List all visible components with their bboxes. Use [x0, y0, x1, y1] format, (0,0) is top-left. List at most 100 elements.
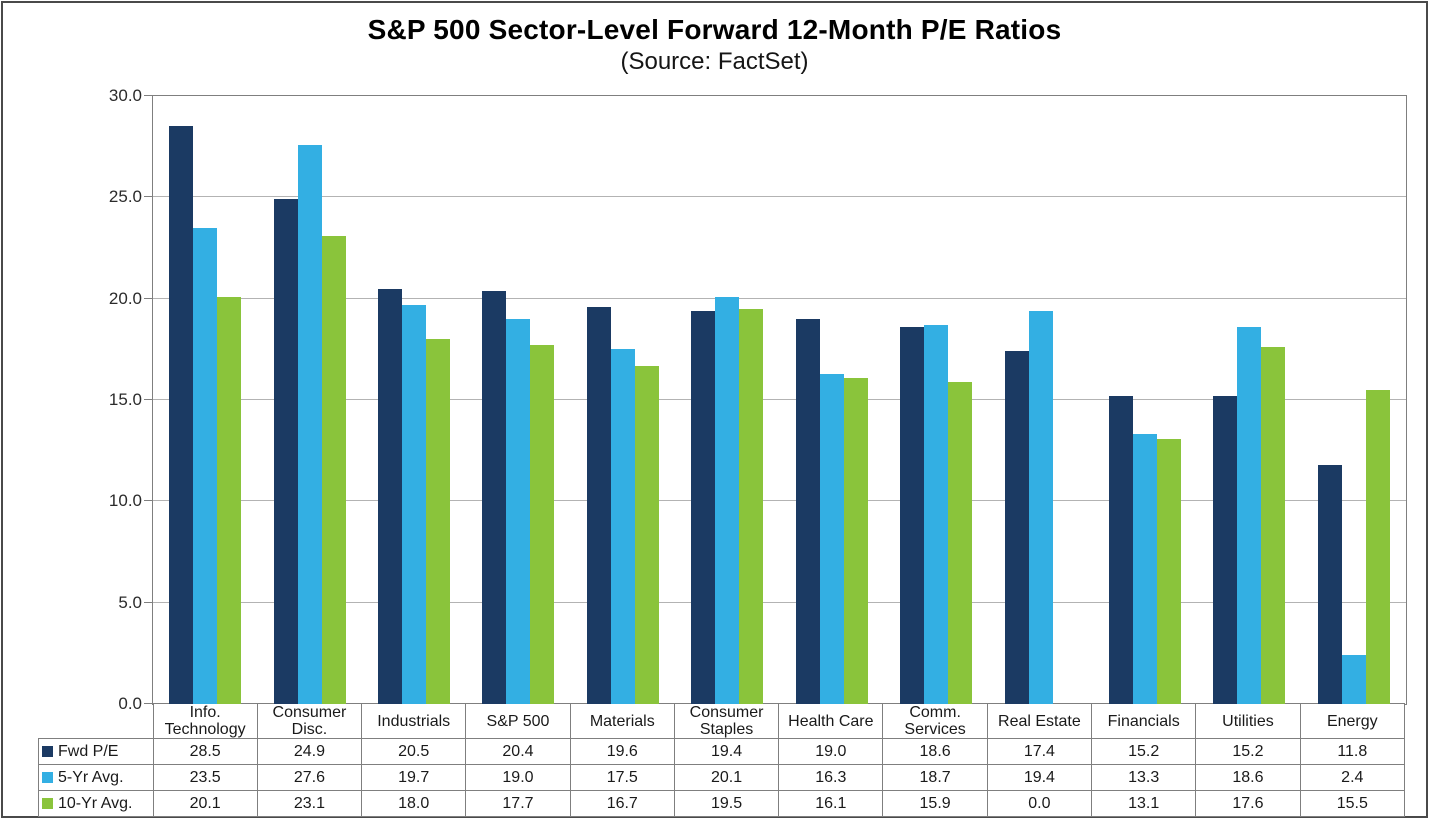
bar-fwd-p-e-comm-services: [900, 327, 925, 704]
value-cell-fwd-p-e-financials: 15.2: [1091, 738, 1197, 765]
value-cell-10-yr-avg-financials: 13.1: [1091, 790, 1197, 817]
y-axis-tick-label: 30.0: [108, 86, 142, 105]
table-row-fwd-p-e: Fwd P/E 28.5 24.9 20.5 20.4 19.6 19.4 19.0 18.6 1…: [38, 738, 1406, 765]
value-cell-5-yr-avg-health-care: 16.3: [778, 764, 884, 791]
category-header-real-estate: Real Estate: [986, 703, 1093, 739]
bar-5-yr-avg-health-care: [819, 373, 844, 704]
bar-fwd-p-e-financials: [1109, 395, 1133, 704]
value-cell-5-yr-avg-utilities: 18.6: [1195, 764, 1301, 791]
bar-10-yr-avg-comm-services: [948, 381, 973, 704]
bar-10-yr-avg-financials: [1157, 438, 1181, 704]
category-header-comm-services: Comm. Services: [882, 703, 988, 739]
value-cell-5-yr-avg-industrials: 19.7: [361, 764, 467, 791]
data-table: Info. Technology Consumer Disc. Industrial…: [38, 703, 1406, 817]
value-cell-fwd-p-e-real-estate: 17.4: [986, 738, 1093, 765]
y-axis-tick-mark: [144, 399, 152, 400]
value-cell-5-yr-avg-consumer-disc: 27.6: [256, 764, 363, 791]
category-header-industrials: Industrials: [361, 703, 467, 739]
bar-fwd-p-e-consumer-disc: [273, 199, 298, 704]
value-cell-5-yr-avg-materials: 17.5: [569, 764, 675, 791]
gridline: [153, 297, 1406, 299]
category-header-health-care: Health Care: [778, 703, 884, 739]
y-axis-tick-mark: [144, 601, 152, 603]
bar-group-consumer-staples: [675, 96, 779, 704]
bar-10-yr-avg-consumer-staples: [739, 308, 764, 704]
bar-fwd-p-e-s-p-500: [482, 290, 507, 704]
gridline: [153, 399, 1406, 400]
bar-5-yr-avg-s-p-500: [506, 318, 531, 704]
bar-5-yr-avg-consumer-staples: [715, 296, 740, 704]
table-corner-cell: [39, 704, 154, 739]
category-header-materials: Materials: [569, 703, 675, 739]
gridline: [153, 601, 1406, 603]
bar-10-yr-avg-industrials: [426, 339, 451, 704]
legend-cell-fwd-p-e: Fwd P/E: [38, 738, 154, 765]
value-cell-10-yr-avg-comm-services: 15.9: [882, 790, 988, 817]
bar-5-yr-avg-info-technology: [193, 227, 218, 704]
legend-swatch-5-yr-avg: [42, 772, 53, 783]
bar-fwd-p-e-health-care: [795, 318, 820, 704]
bar-group-utilities: [1197, 96, 1301, 704]
y-axis-tick-label: 0.0: [118, 694, 142, 713]
chart-subtitle: (Source: FactSet): [620, 48, 809, 75]
legend-label: 10-Yr Avg.: [58, 794, 133, 812]
table-row-10-yr-avg: 10-Yr Avg. 20.1 23.1 18.0 17.7 16.7 19.5 16.1 15…: [38, 790, 1406, 817]
bar-fwd-p-e-real-estate: [1004, 351, 1029, 704]
value-cell-10-yr-avg-energy: 15.5: [1299, 790, 1406, 817]
bar-groups-layer: [153, 96, 1406, 704]
legend-label: Fwd P/E: [58, 742, 119, 760]
value-cell-10-yr-avg-info-technology: 20.1: [152, 790, 258, 817]
value-cell-5-yr-avg-real-estate: 19.4: [986, 764, 1093, 791]
value-cell-fwd-p-e-health-care: 19.0: [778, 738, 884, 765]
category-header-s-p-500: S&P 500: [465, 703, 571, 739]
value-cell-5-yr-avg-energy: 2.4: [1299, 764, 1406, 791]
value-cell-5-yr-avg-info-technology: 23.5: [152, 764, 258, 791]
bar-10-yr-avg-health-care: [843, 377, 868, 704]
legend-cell-10-yr-avg: 10-Yr Avg.: [38, 790, 154, 817]
bar-group-info-technology: [153, 96, 257, 704]
bar-group-industrials: [362, 96, 466, 704]
value-cell-fwd-p-e-energy: 11.8: [1299, 738, 1406, 765]
bar-10-yr-avg-materials: [634, 365, 659, 704]
y-axis-tick-label: 20.0: [108, 288, 142, 308]
legend-cell-5-yr-avg: 5-Yr Avg.: [38, 764, 154, 791]
value-cell-fwd-p-e-industrials: 20.5: [361, 738, 467, 765]
y-axis-tick-mark: [144, 703, 152, 704]
category-header-consumer-disc: Consumer Disc.: [256, 703, 363, 739]
bar-fwd-p-e-utilities: [1213, 395, 1238, 704]
value-cell-10-yr-avg-real-estate: 0.0: [986, 790, 1093, 817]
y-axis-tick-label: 5.0: [118, 592, 142, 612]
value-cell-10-yr-avg-s-p-500: 17.7: [465, 790, 571, 817]
category-header-consumer-staples: Consumer Staples: [673, 703, 780, 739]
value-cell-5-yr-avg-comm-services: 18.7: [882, 764, 988, 791]
value-cell-10-yr-avg-utilities: 17.6: [1195, 790, 1301, 817]
y-axis-tick-mark: [144, 500, 152, 502]
chart-title: S&P 500 Sector-Level Forward 12-Month P/…: [367, 14, 1062, 45]
value-cell-5-yr-avg-consumer-staples: 20.1: [673, 764, 780, 791]
legend-swatch-fwd-p-e: [42, 746, 53, 757]
bar-fwd-p-e-industrials: [378, 288, 403, 704]
bar-fwd-p-e-energy: [1317, 464, 1342, 704]
category-header-utilities: Utilities: [1195, 703, 1301, 739]
y-axis-tick-mark: [144, 297, 152, 299]
bar-10-yr-avg-consumer-disc: [321, 235, 346, 704]
bar-group-energy: [1302, 96, 1406, 704]
bar-10-yr-avg-utilities: [1261, 347, 1286, 704]
table-row-5-yr-avg: 5-Yr Avg. 23.5 27.6 19.7 19.0 17.5 20.1 16.3 18.…: [38, 764, 1406, 791]
category-header-info-technology: Info. Technology: [152, 703, 258, 739]
plot-area: [144, 95, 1407, 705]
legend-swatch-10-yr-avg: [42, 798, 53, 809]
value-cell-5-yr-avg-financials: 13.3: [1091, 764, 1197, 791]
y-axis-tick-mark: [144, 196, 152, 198]
y-axis-tick-label: 10.0: [108, 491, 142, 511]
table-header-row: Info. Technology Consumer Disc. Industrial…: [39, 703, 1406, 739]
legend-label: 5-Yr Avg.: [58, 768, 124, 786]
y-axis-tick-mark: [144, 95, 152, 96]
bar-10-yr-avg-info-technology: [217, 296, 242, 704]
bar-group-consumer-disc: [257, 96, 361, 704]
y-axis: 0.0 5.0 10.0 15.0 20.0 25.0 30.0: [50, 87, 142, 713]
bar-5-yr-avg-real-estate: [1028, 310, 1053, 704]
bar-5-yr-avg-financials: [1133, 434, 1157, 704]
bar-5-yr-avg-utilities: [1237, 327, 1262, 704]
